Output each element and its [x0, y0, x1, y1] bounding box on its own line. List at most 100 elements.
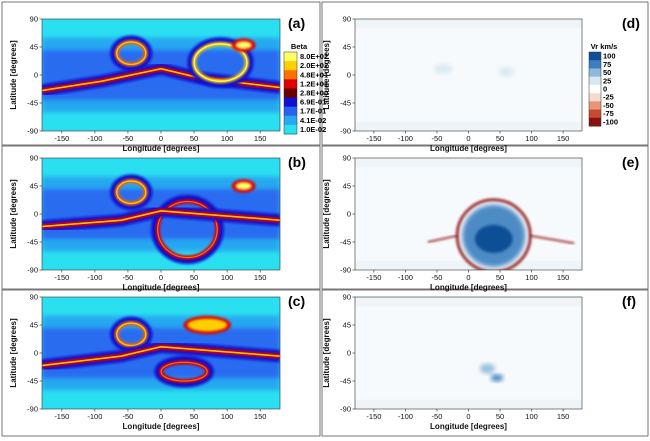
colorbar-segment [284, 124, 297, 135]
y-tick-label: -45 [27, 99, 38, 108]
heatmap-field [42, 158, 280, 270]
x-tick-label: 0 [159, 134, 163, 143]
colorbar-segment [284, 70, 297, 80]
colorbar-label: 8.0E+02 [300, 52, 328, 61]
feature-shell-arm [427, 235, 458, 243]
x-tick-label: -150 [54, 134, 69, 143]
x-tick-label: 100 [525, 134, 538, 143]
x-tick-label: -50 [432, 412, 443, 421]
feature-band-core [42, 346, 280, 367]
feature-ring-core [193, 43, 248, 82]
x-tick-label: -100 [87, 273, 102, 282]
y-tick-label: 90 [30, 154, 38, 163]
y-tick-label: 45 [30, 43, 38, 52]
y-axis-label: Latitude [degrees] [9, 318, 18, 388]
y-tick-label: 90 [343, 15, 351, 24]
x-axis-label: Longitude [degrees] [430, 422, 507, 431]
feature-band-core [42, 210, 280, 228]
colorbar-segment [284, 52, 297, 62]
x-tick-label: 50 [496, 273, 504, 282]
heatmap-mid-band [355, 28, 582, 122]
y-tick-label: -90 [340, 127, 351, 136]
y-tick-label: -45 [340, 377, 351, 386]
x-tick-label: 100 [221, 273, 234, 282]
colorbar-segment [284, 106, 297, 117]
y-tick-label: -90 [27, 127, 38, 136]
colorbar-label: -75 [603, 109, 614, 118]
y-tick-label: 0 [347, 71, 351, 80]
colorbar-label: 6.9E-01 [300, 98, 326, 107]
y-axis-label: Latitude [degrees] [9, 179, 18, 249]
y-axis-label: Latitude [degrees] [322, 179, 331, 249]
x-tick-label: 0 [466, 412, 470, 421]
y-axis-label: Latitude [degrees] [322, 40, 331, 110]
heatmap-panel: -150 -100 -50 0 50 100 150 90 45 0 -45 -90 Longitude… [322, 15, 640, 154]
colorbar-label: 1.2E+01 [300, 79, 328, 88]
feature-halo [151, 195, 224, 265]
y-tick-label: 0 [347, 349, 351, 358]
x-axis-label: Longitude [degrees] [430, 283, 507, 292]
feature-blob [433, 63, 453, 74]
colorbar-label: 4.8E+01 [300, 70, 328, 79]
heatmap-mid-band [355, 306, 582, 400]
y-tick-label: 0 [34, 71, 38, 80]
colorbar-segment [589, 60, 601, 69]
y-axis-label: Latitude [degrees] [322, 318, 331, 388]
x-tick-label: 50 [496, 412, 504, 421]
x-tick-label: 150 [557, 134, 570, 143]
panels: -150 -100 -50 0 50 100 150 90 45 0 -45 -90 Longitude… [9, 15, 640, 432]
y-axis-label: Latitude [degrees] [9, 40, 18, 110]
x-tick-label: -150 [366, 273, 381, 282]
panel-label: (c) [288, 293, 305, 309]
y-tick-label: 90 [30, 15, 38, 24]
y-tick-label: 45 [30, 182, 38, 191]
colorbar-title: Beta [291, 42, 308, 51]
x-tick-label: -100 [398, 273, 413, 282]
x-tick-label: 150 [557, 412, 570, 421]
heatmap-field [355, 19, 582, 131]
y-tick-label: -45 [340, 99, 351, 108]
feature-halo [154, 355, 214, 388]
y-tick-label: 90 [30, 293, 38, 302]
feature-ring-core [116, 180, 147, 205]
y-tick-label: 0 [347, 210, 351, 219]
x-axis-label: Longitude [degrees] [123, 422, 200, 431]
panel-label: (d) [622, 15, 640, 31]
x-tick-label: -100 [87, 412, 102, 421]
y-tick-label: 45 [343, 182, 351, 191]
x-tick-label: -150 [54, 412, 69, 421]
colorbar-segment [589, 109, 601, 119]
heatmap-panel: -150 -100 -50 0 50 100 150 90 45 0 -45 -90 Longitude… [322, 293, 636, 432]
y-tick-label: 90 [343, 154, 351, 163]
x-tick-label: 0 [159, 412, 163, 421]
colorbar-frame [588, 51, 602, 127]
heatmap-panel: -150 -100 -50 0 50 100 150 90 45 0 -45 -90 Longitude… [322, 154, 639, 293]
x-axis-label: Longitude [degrees] [123, 283, 200, 292]
x-tick-label: -100 [87, 134, 102, 143]
colorbar-label: -100 [603, 117, 618, 126]
x-tick-label: -150 [366, 412, 381, 421]
feature-ring-core [116, 322, 147, 347]
x-tick-label: -50 [123, 412, 134, 421]
x-tick-label: 100 [525, 412, 538, 421]
y-tick-label: 45 [30, 321, 38, 330]
colorbar-segment [589, 76, 601, 86]
colorbar-segment [284, 88, 297, 99]
y-tick-label: -45 [340, 238, 351, 247]
feature-ring-core [116, 41, 147, 66]
heatmap-field [42, 297, 280, 409]
x-tick-label: -50 [432, 134, 443, 143]
cell-frame [1, 145, 321, 290]
y-tick-label: 45 [343, 43, 351, 52]
x-tick-label: -100 [398, 134, 413, 143]
feature-halo [110, 35, 153, 71]
feature-blob [498, 66, 514, 77]
cell-frame [321, 145, 649, 290]
y-tick-label: -90 [27, 405, 38, 414]
colorbar-label: 2.0E+02 [300, 61, 328, 70]
feature-shell-arm [530, 235, 575, 244]
colorbar-segment [284, 97, 297, 108]
colorbar-label: 2.8E+00 [300, 89, 328, 98]
x-tick-label: -50 [123, 134, 134, 143]
